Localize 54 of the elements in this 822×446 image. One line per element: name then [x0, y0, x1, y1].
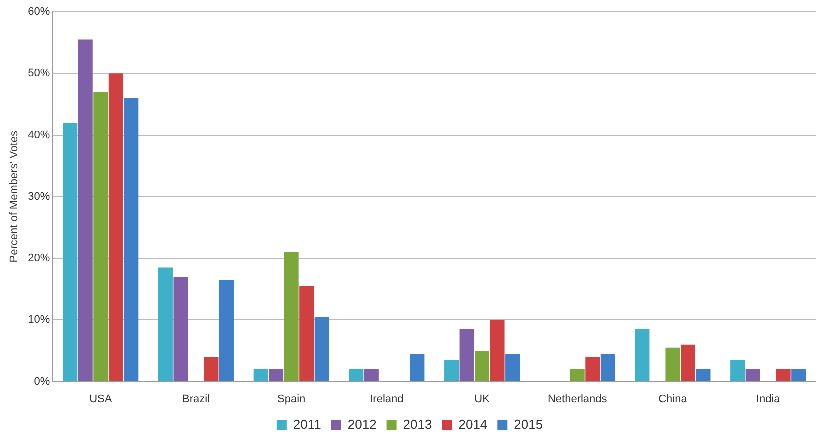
- legend-label: 2013: [403, 417, 432, 432]
- bar: [314, 317, 330, 382]
- x-tick-label: Spain: [278, 393, 306, 406]
- x-tick-label: India: [756, 393, 782, 406]
- x-tick-label: UK: [474, 393, 491, 406]
- bar: [730, 360, 746, 382]
- bar: [792, 369, 806, 382]
- bar: [300, 286, 314, 382]
- y-tick-label: 0%: [34, 376, 50, 388]
- bar: [600, 354, 616, 382]
- x-tick-label: Brazil: [182, 393, 210, 406]
- bar: [124, 98, 139, 382]
- bar: [444, 360, 460, 382]
- bar: [284, 252, 299, 382]
- y-axis-title: Percent of Members' Votes: [8, 130, 21, 263]
- legend-label: 2015: [514, 417, 544, 432]
- legend-label: 2011: [293, 417, 322, 432]
- bar: [108, 74, 124, 382]
- bar: [570, 369, 585, 382]
- legend-label: 2012: [348, 417, 377, 432]
- bar: [94, 92, 108, 382]
- bar: [666, 348, 680, 382]
- bar: [269, 369, 284, 382]
- bar: [204, 357, 219, 382]
- y-tick-label: 30%: [28, 190, 50, 203]
- y-tick-label: 60%: [28, 6, 50, 18]
- bar: [63, 122, 78, 382]
- bar: [460, 329, 474, 382]
- bar: [746, 369, 760, 382]
- bar: [680, 344, 696, 382]
- x-tick-label: China: [658, 393, 688, 406]
- legend-label: 2014: [458, 417, 488, 432]
- bar: [490, 320, 505, 382]
- y-tick-label: 40%: [28, 129, 50, 142]
- bar: [586, 357, 600, 382]
- y-tick-label: 10%: [28, 314, 50, 326]
- bar: [776, 369, 791, 382]
- bar: [220, 280, 234, 382]
- bar: [349, 369, 364, 382]
- bar: [158, 268, 173, 382]
- y-tick-label: 20%: [28, 252, 50, 265]
- bar: [696, 369, 711, 382]
- y-tick-label: 50%: [28, 68, 50, 80]
- bar: [410, 354, 425, 382]
- bar: [254, 369, 268, 382]
- x-tick-label: USA: [90, 393, 113, 406]
- bar: [635, 329, 650, 382]
- bar: [475, 350, 490, 382]
- bar: [506, 354, 520, 382]
- bar: [78, 40, 93, 382]
- x-tick-label: Netherlands: [548, 393, 608, 406]
- bar: [364, 369, 379, 382]
- x-tick-label: Ireland: [370, 393, 404, 406]
- bar: [174, 277, 188, 382]
